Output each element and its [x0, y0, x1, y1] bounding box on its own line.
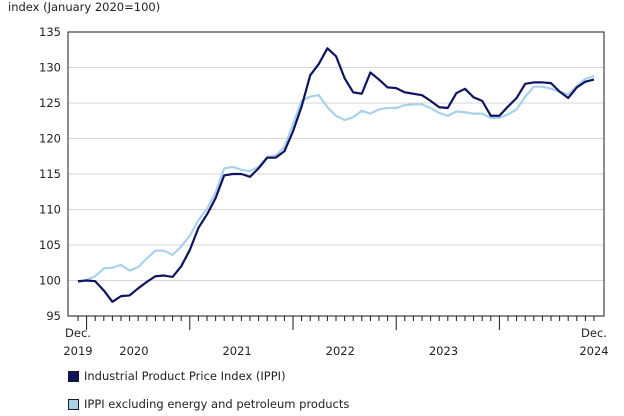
- y-tick-label-110: 110: [39, 203, 61, 217]
- y-axis: 95 100 105 110 115 120 125 130 135: [39, 25, 61, 323]
- y-tick-label-95: 95: [46, 309, 61, 323]
- legend-swatch-ippi-excl-energy: [68, 398, 79, 410]
- series-line-1: [77, 74, 595, 284]
- line-chart: index (January 2020=100) 95 100 105 110 115 1…: [8, 0, 609, 358]
- x-start-month-label: Dec.: [65, 326, 91, 340]
- legend-label-ippi: Industrial Product Price Index (IPPI): [84, 369, 286, 383]
- y-axis-title: index (January 2020=100): [8, 0, 160, 14]
- x-axis: [77, 316, 595, 330]
- y-tick-label-125: 125: [39, 96, 61, 110]
- legend-item-ippi: Industrial Product Price Index (IPPI): [68, 369, 286, 383]
- x-year-label-2022: 2022: [326, 344, 355, 358]
- y-tick-label-105: 105: [39, 238, 61, 252]
- gridlines: [68, 67, 604, 281]
- x-axis-labels: Dec. 2019 Dec. 2024 2020 2021 2022 2023: [63, 326, 608, 358]
- legend-label-ippi-excl-energy: IPPI excluding energy and petroleum prod…: [84, 397, 350, 411]
- y-tick-label-115: 115: [39, 167, 61, 181]
- y-tick-label-130: 130: [39, 61, 61, 75]
- x-year-label-2021: 2021: [222, 344, 251, 358]
- x-year-label-2023: 2023: [429, 344, 458, 358]
- x-end-month-label: Dec.: [581, 326, 607, 340]
- legend-swatch-ippi: [68, 370, 79, 382]
- x-year-label-2020: 2020: [119, 344, 148, 358]
- y-tick-label-100: 100: [39, 274, 61, 288]
- x-end-year-label: 2024: [579, 344, 608, 358]
- x-start-year-label: 2019: [63, 344, 92, 358]
- series-lines: [77, 47, 595, 303]
- series-line-0: [77, 47, 595, 303]
- y-tick-label-120: 120: [39, 132, 61, 146]
- y-tick-label-135: 135: [39, 25, 61, 39]
- legend-item-ippi-excl-energy: IPPI excluding energy and petroleum prod…: [68, 397, 349, 411]
